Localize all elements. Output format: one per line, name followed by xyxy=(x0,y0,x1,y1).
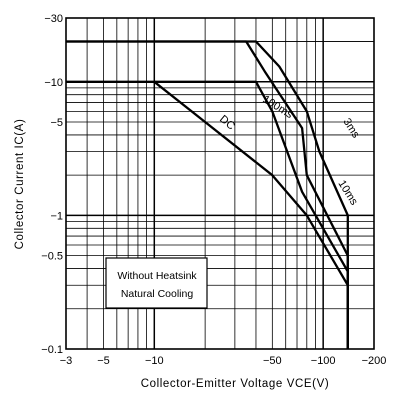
x-tick-label: −10 xyxy=(145,355,164,367)
y-tick-label: −10 xyxy=(44,77,63,89)
curve-label-10ms: 10ms xyxy=(335,178,360,208)
x-tick-label: −5 xyxy=(97,355,110,367)
annotation-line-2: Natural Cooling xyxy=(121,288,194,300)
curve-label-100ms: 100ms xyxy=(260,93,295,121)
curve-label-dc: DC xyxy=(217,113,237,132)
x-tick-label: −200 xyxy=(362,355,387,367)
y-axis-title: Collector Current IC(A) xyxy=(14,119,26,250)
series-line-10ms xyxy=(66,40,349,349)
plot-frame xyxy=(65,17,375,350)
annotation-box: Without Heatsink Natural Cooling xyxy=(105,257,208,309)
y-tick-label: −5 xyxy=(50,117,63,129)
series-line-3ms xyxy=(66,40,349,349)
y-tick-label: −0.1 xyxy=(41,344,63,356)
curves xyxy=(66,40,349,349)
x-tick-label: −3 xyxy=(60,355,73,367)
curve-labels: DC 100ms 3ms 10ms xyxy=(217,93,362,207)
x-tick-label: −50 xyxy=(263,355,282,367)
annotation-line-1: Without Heatsink xyxy=(117,270,197,282)
series-line-dc xyxy=(153,80,349,349)
y-tick-label: −30 xyxy=(44,13,63,25)
x-tick-label: −100 xyxy=(311,355,336,367)
x-axis-title: Collector-Emitter Voltage VCE(V) xyxy=(141,378,330,390)
y-tick-label: −0.5 xyxy=(41,251,63,263)
y-tick-label: −1 xyxy=(50,210,63,222)
tick-labels: −3 −5 −10 −50 −100 −200 −0.1 −0.5 −1 −5 −10 −30 xyxy=(41,13,386,367)
curve-label-3ms: 3ms xyxy=(340,116,361,140)
